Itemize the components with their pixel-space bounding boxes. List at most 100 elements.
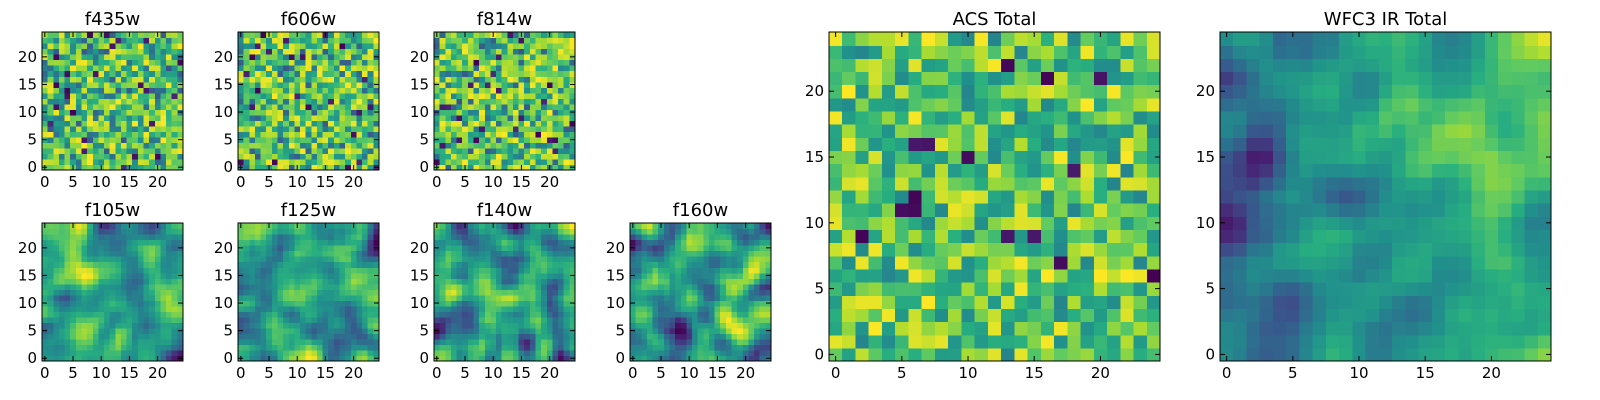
heatmap-cell — [569, 142, 576, 149]
heatmap-cell — [104, 125, 111, 132]
heatmap-cell — [658, 300, 665, 307]
heatmap-cell — [75, 223, 83, 230]
heatmap-cell — [529, 87, 537, 94]
heatmap-cell — [450, 164, 458, 171]
heatmap-cell — [42, 76, 49, 83]
heatmap-cell — [714, 261, 721, 268]
heatmap-cell — [115, 92, 122, 99]
heatmap-cell — [754, 239, 761, 246]
heatmap-cell — [490, 65, 497, 72]
heatmap-cell — [456, 153, 463, 160]
heatmap-cell — [160, 256, 167, 263]
heatmap-cell — [328, 294, 335, 301]
heatmap-cell — [558, 294, 565, 301]
heatmap-cell — [171, 316, 178, 323]
heatmap-cell — [149, 109, 156, 116]
heatmap-cell — [552, 43, 559, 50]
heatmap-cell — [467, 300, 475, 307]
heatmap-cell — [120, 316, 128, 323]
heatmap-cell — [70, 109, 77, 116]
heatmap-cell — [658, 305, 665, 312]
heatmap-cell — [75, 245, 83, 252]
heatmap-cell — [328, 147, 335, 155]
heatmap-cell — [473, 245, 480, 252]
heatmap-cell — [462, 109, 469, 116]
heatmap-cell — [1040, 321, 1055, 336]
heatmap-cell — [115, 311, 122, 318]
heatmap-cell — [462, 333, 469, 340]
heatmap-cell — [92, 65, 99, 72]
heatmap-cell — [362, 349, 369, 357]
heatmap-cell — [473, 294, 480, 301]
heatmap-cell — [652, 300, 659, 307]
heatmap-cell — [328, 234, 335, 241]
heatmap-cell — [367, 289, 374, 296]
heatmap-cell — [569, 261, 576, 268]
heatmap-cell — [305, 103, 312, 110]
heatmap-cell — [149, 294, 156, 301]
heatmap-cell — [765, 223, 772, 230]
heatmap-cell — [563, 43, 570, 50]
heatmap-cell — [154, 59, 162, 66]
heatmap-cell — [333, 120, 341, 127]
heatmap-cell — [243, 87, 250, 94]
heatmap-cell — [467, 136, 475, 143]
heatmap-cell — [490, 54, 497, 61]
heatmap-cell — [669, 349, 676, 357]
heatmap-cell — [271, 256, 279, 263]
heatmap-cell — [484, 289, 491, 296]
heatmap-cell — [479, 283, 486, 290]
heatmap-cell — [53, 131, 60, 138]
heatmap-cell — [529, 333, 537, 340]
heatmap-cell — [53, 32, 60, 39]
heatmap-cell — [260, 223, 267, 230]
heatmap-cell — [535, 234, 542, 241]
heatmap-cell — [541, 289, 548, 296]
heatmap-cell — [171, 158, 178, 166]
heatmap-cell — [300, 234, 307, 241]
heatmap-cell — [177, 239, 184, 246]
heatmap-cell — [512, 289, 520, 296]
heatmap-cell — [1067, 321, 1082, 336]
heatmap-cell — [563, 272, 570, 279]
heatmap-cell — [120, 142, 128, 149]
heatmap-cell — [137, 355, 145, 362]
heatmap-cell — [81, 223, 88, 230]
heatmap-cell — [137, 223, 145, 230]
heatmap-cell — [652, 245, 659, 252]
heatmap-cell — [759, 355, 766, 362]
heatmap-cell — [277, 120, 284, 127]
heatmap-cell — [356, 59, 363, 66]
heatmap-cell — [473, 147, 480, 155]
heatmap-cell — [98, 239, 105, 246]
heatmap-cell — [271, 37, 279, 44]
heatmap-cell — [524, 333, 531, 340]
heatmap-cell — [64, 92, 71, 99]
heatmap-cell — [132, 142, 139, 149]
heatmap-cell — [569, 228, 576, 235]
heatmap-cell — [1054, 242, 1068, 257]
heatmap-cell — [288, 32, 295, 39]
heatmap-cell — [881, 308, 896, 323]
heatmap-cell — [445, 267, 452, 274]
heatmap-cell — [166, 327, 173, 334]
heatmap-cell — [641, 267, 648, 274]
heatmap-cell — [288, 65, 295, 72]
heatmap-cell — [496, 81, 503, 88]
heatmap-cell — [47, 81, 54, 88]
heatmap-cell — [1067, 308, 1082, 323]
heatmap-cell — [362, 283, 369, 290]
heatmap-cell — [652, 261, 659, 268]
heatmap-cell — [479, 311, 486, 318]
heatmap-cell — [748, 338, 755, 346]
heatmap-cell — [529, 70, 537, 77]
heatmap-cell — [283, 322, 290, 329]
heatmap-cell — [974, 295, 989, 309]
heatmap-cell — [658, 272, 665, 279]
heatmap-cell — [149, 278, 156, 285]
x-tick-label: 10 — [680, 364, 699, 382]
heatmap-cell — [333, 87, 341, 94]
heatmap-cell — [328, 43, 335, 50]
heatmap-cell — [115, 245, 122, 252]
heatmap-cell — [675, 267, 682, 274]
